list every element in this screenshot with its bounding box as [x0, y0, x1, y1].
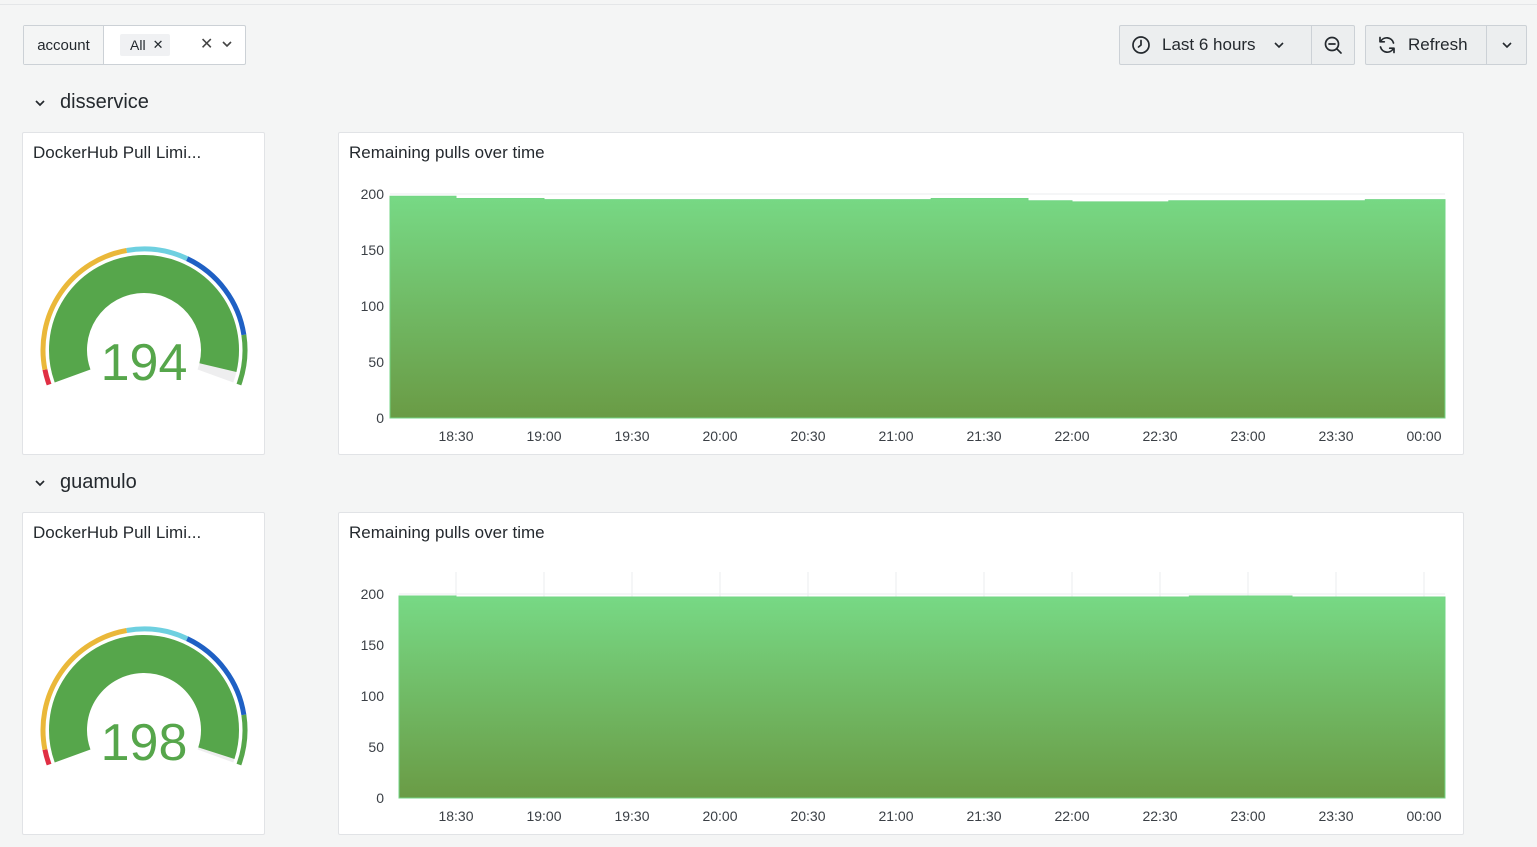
gauge-chart: 194: [40, 246, 248, 392]
x-tick-label: 21:30: [966, 428, 1001, 444]
variable-label: account: [24, 26, 104, 64]
x-tick-label: 20:30: [790, 428, 825, 444]
chip-label: All: [130, 37, 146, 53]
y-tick-label: 50: [368, 739, 384, 755]
x-tick-label: 22:30: [1142, 808, 1177, 824]
gauge-threshold-arc: [42, 749, 52, 766]
area-chart: 0 50 100 150 200 18:30 19:00 19:30 20:00 20:30 21:…: [361, 186, 1446, 444]
y-tick-label: 150: [361, 637, 385, 653]
x-tick-label: 23:30: [1318, 808, 1353, 824]
top-divider: [0, 4, 1537, 5]
panel-title: DockerHub Pull Limi...: [33, 143, 202, 162]
gauge-threshold-arc: [126, 626, 189, 641]
x-tick-label: 23:00: [1230, 808, 1265, 824]
x-tick-label: 19:30: [614, 808, 649, 824]
chevron-down-icon: [35, 99, 45, 106]
x-tick-label: 22:00: [1054, 428, 1089, 444]
panel-title: Remaining pulls over time: [349, 523, 545, 542]
x-tick-label: 19:00: [526, 428, 561, 444]
gauge-threshold-arc: [236, 714, 248, 766]
refresh-interval-dropdown[interactable]: [1487, 26, 1526, 64]
x-tick-label: 21:00: [878, 808, 913, 824]
panel-title: Remaining pulls over time: [349, 143, 545, 162]
row-header-guamulo[interactable]: guamulo: [33, 471, 137, 494]
x-tick-label: 23:30: [1318, 428, 1353, 444]
x-tick-label: 20:00: [702, 428, 737, 444]
zoom-out-icon: [1324, 36, 1342, 54]
y-tick-label: 50: [368, 354, 384, 370]
chevron-down-icon[interactable]: [220, 34, 234, 54]
gauge-threshold-arc: [236, 334, 248, 386]
chevron-down-icon: [1273, 42, 1284, 49]
y-tick-label: 200: [361, 586, 385, 602]
account-variable-picker[interactable]: account All ✕ ✕: [23, 25, 246, 65]
chip-remove-icon[interactable]: ✕: [152, 37, 164, 52]
row-title: disservice: [60, 91, 149, 113]
refresh-controls: Refresh: [1365, 25, 1527, 65]
gauge-threshold-arc: [42, 369, 52, 386]
time-controls: Last 6 hours: [1119, 25, 1355, 65]
refresh-button[interactable]: Refresh: [1366, 26, 1487, 64]
x-tick-label: 20:30: [790, 808, 825, 824]
x-tick-label: 21:30: [966, 808, 1001, 824]
gauge-threshold-arc: [126, 246, 189, 261]
y-tick-label: 100: [361, 688, 385, 704]
x-tick-label: 18:30: [438, 808, 473, 824]
x-tick-label: 00:00: [1406, 428, 1441, 444]
gauge-threshold-arc: [40, 628, 128, 751]
y-tick-label: 0: [376, 790, 384, 806]
y-tick-label: 150: [361, 242, 385, 258]
gauge-chart: 198: [40, 626, 248, 772]
chevron-down-icon: [35, 479, 45, 486]
x-tick-label: 23:00: [1230, 428, 1265, 444]
gauge-value-arc: [49, 635, 239, 763]
gauge-panel[interactable]: DockerHub Pull Limi... 198: [22, 512, 265, 835]
x-tick-label: 18:30: [438, 428, 473, 444]
value-chip: All ✕: [120, 34, 171, 56]
timeseries-panel[interactable]: Remaining pulls over time 0 50 100 150 200 18…: [338, 512, 1464, 835]
gauge-value: 198: [101, 714, 188, 772]
gauge-panel[interactable]: DockerHub Pull Limi... 194: [22, 132, 265, 455]
series-area: [389, 195, 1446, 419]
time-range-picker[interactable]: Last 6 hours: [1120, 26, 1312, 64]
time-range-label: Last 6 hours: [1162, 35, 1256, 54]
gauge-value: 194: [101, 334, 188, 392]
x-tick-label: 00:00: [1406, 808, 1441, 824]
y-tick-label: 0: [376, 410, 384, 426]
gauge-value-arc: [49, 255, 239, 383]
refresh-icon: [1379, 36, 1395, 54]
x-tick-label: 22:30: [1142, 428, 1177, 444]
gauge-threshold-arc: [40, 248, 128, 371]
row-title: guamulo: [60, 471, 137, 493]
x-tick-label: 19:00: [526, 808, 561, 824]
y-tick-label: 100: [361, 298, 385, 314]
refresh-label: Refresh: [1408, 35, 1468, 54]
timeseries-panel[interactable]: Remaining pulls over time 0 50 100 150 200 18…: [338, 132, 1464, 455]
zoom-out-button[interactable]: [1312, 26, 1354, 64]
y-tick-label: 200: [361, 186, 385, 202]
gauge-threshold-arc: [186, 256, 247, 336]
x-tick-label: 19:30: [614, 428, 649, 444]
area-chart: 0 50 100 150 200 18:30 19:00 19:30 20:00 20:30 21:…: [361, 572, 1446, 824]
variable-value-select[interactable]: All ✕ ✕: [104, 26, 245, 64]
clear-selection-icon[interactable]: ✕: [200, 36, 214, 53]
clock-icon: [1132, 36, 1150, 54]
x-tick-label: 22:00: [1054, 808, 1089, 824]
x-tick-label: 21:00: [878, 428, 913, 444]
gauge-threshold-arc: [186, 636, 247, 716]
x-tick-label: 20:00: [702, 808, 737, 824]
chevron-down-icon: [1501, 42, 1512, 49]
row-header-disservice[interactable]: disservice: [33, 91, 149, 114]
series-area: [398, 595, 1446, 799]
panel-title: DockerHub Pull Limi...: [33, 523, 202, 542]
